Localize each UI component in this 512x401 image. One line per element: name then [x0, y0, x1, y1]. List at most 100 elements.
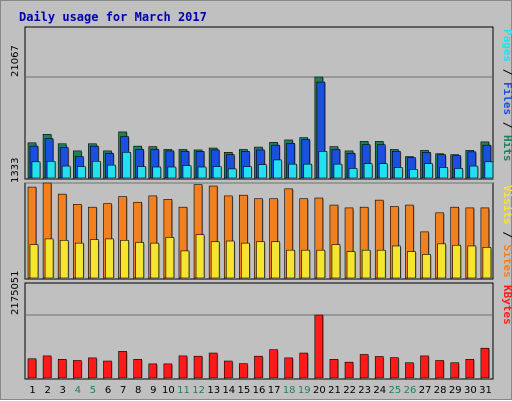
bar-sites-day-24 [376, 249, 386, 279]
bar-kbytes-day-26 [405, 362, 414, 379]
bar-kbytes-day-28 [435, 360, 444, 379]
legend-kbytes: KBytes [501, 285, 512, 325]
bar-kbytes-day-3 [57, 359, 67, 379]
bar-pages-day-7 [122, 152, 131, 179]
bar-pages-day-28 [439, 167, 448, 179]
panel-1-ymax-label: 21067 [10, 45, 21, 77]
bar-pages-day-23 [363, 163, 373, 179]
bar-kbytes-day-29 [450, 362, 460, 379]
legend-sites: Sites [501, 245, 512, 278]
bar-kbytes-day-18 [284, 357, 293, 379]
x-tick-day-20: 20 [313, 385, 326, 396]
bar-sites-day-22 [346, 251, 356, 279]
bar-kbytes-day-8 [133, 359, 142, 379]
bar-pages-day-19 [303, 163, 313, 179]
x-tick-day-7: 7 [120, 385, 126, 396]
panel-3-ymax-label: 2175051 [10, 270, 21, 315]
bar-sites-day-4 [74, 242, 84, 279]
bar-kbytes-day-6 [103, 360, 112, 379]
bar-sites-day-11 [180, 250, 190, 279]
bar-kbytes-day-30 [465, 359, 475, 379]
bar-sites-day-30 [467, 245, 477, 279]
x-tick-day-24: 24 [373, 385, 386, 396]
x-tick-day-9: 9 [150, 385, 156, 396]
bar-kbytes-day-19 [299, 352, 309, 379]
x-tick-day-27: 27 [419, 385, 432, 396]
bar-sites-day-20 [316, 249, 326, 279]
bar-sites-day-6 [105, 238, 114, 279]
bar-pages-day-4 [76, 166, 86, 179]
bar-kbytes-day-1 [27, 358, 37, 379]
bar-kbytes-day-24 [374, 356, 384, 379]
bar-pages-day-13 [212, 166, 222, 179]
bar-kbytes-day-27 [420, 355, 429, 379]
bar-sites-day-9 [150, 242, 160, 279]
bar-sites-day-27 [422, 254, 431, 279]
bar-kbytes-day-7 [118, 351, 127, 379]
x-tick-day-15: 15 [238, 385, 251, 396]
bar-kbytes-day-31 [480, 347, 490, 379]
x-tick-day-1: 1 [29, 385, 35, 396]
x-tick-day-19: 19 [298, 385, 311, 396]
x-tick-day-22: 22 [343, 385, 356, 396]
bar-pages-day-30 [469, 165, 479, 179]
bar-pages-day-27 [424, 163, 433, 179]
bar-sites-day-12 [195, 234, 205, 279]
bar-pages-day-6 [107, 164, 116, 179]
bar-kbytes-day-11 [178, 355, 188, 379]
bar-kbytes-day-4 [72, 360, 82, 379]
x-tick-day-4: 4 [75, 385, 81, 396]
bar-kbytes-day-5 [88, 357, 97, 379]
x-tick-day-12: 12 [192, 385, 205, 396]
x-tick-day-23: 23 [358, 385, 371, 396]
bar-pages-day-5 [92, 161, 101, 179]
bar-kbytes-day-25 [390, 357, 399, 379]
bar-pages-day-25 [394, 167, 403, 179]
bar-sites-day-28 [437, 243, 446, 279]
bar-sites-day-8 [135, 242, 144, 279]
bar-pages-day-17 [273, 159, 282, 179]
bar-kbytes-day-16 [254, 355, 263, 379]
bar-sites-day-17 [271, 241, 280, 279]
bar-pages-day-12 [197, 166, 207, 179]
bar-sites-day-2 [44, 238, 54, 279]
legend-visits: Visits [501, 185, 512, 225]
x-tick-day-16: 16 [253, 385, 266, 396]
bar-pages-day-15 [243, 166, 252, 179]
x-tick-day-29: 29 [449, 385, 462, 396]
chart-title: Daily usage for March 2017 [19, 10, 207, 24]
bar-sites-day-23 [361, 249, 371, 279]
panel-2-legend: Visits / Sites [501, 185, 512, 278]
bar-pages-day-1 [31, 161, 41, 179]
bar-sites-day-10 [165, 237, 175, 279]
panel-1-legend: Pages / Files / Hits [501, 29, 512, 162]
panel-2-ymax-label: 1333 [10, 158, 21, 183]
x-tick-day-13: 13 [207, 385, 220, 396]
x-tick-day-17: 17 [268, 385, 281, 396]
bar-sites-day-3 [59, 240, 69, 279]
bar-pages-day-24 [378, 163, 388, 179]
x-tick-day-25: 25 [389, 385, 402, 396]
bar-pages-day-2 [46, 161, 56, 179]
x-tick-day-28: 28 [434, 385, 447, 396]
bar-kbytes-day-10 [163, 363, 173, 379]
bar-kbytes-day-21 [329, 359, 339, 379]
bar-sites-day-21 [331, 244, 341, 279]
panel-3-legend: KBytes [501, 285, 512, 325]
bar-pages-day-14 [227, 168, 237, 179]
bar-kbytes-day-23 [359, 354, 369, 379]
bar-pages-day-26 [409, 169, 418, 179]
bar-sites-day-13 [210, 241, 220, 279]
x-tick-day-10: 10 [162, 385, 175, 396]
bar-sites-day-16 [256, 241, 265, 279]
bar-pages-day-9 [152, 166, 162, 179]
bar-pages-day-20 [318, 151, 328, 179]
bar-sites-day-25 [392, 245, 401, 279]
bar-pages-day-22 [348, 168, 358, 179]
bar-kbytes-day-22 [344, 361, 354, 379]
bar-sites-day-31 [482, 247, 492, 279]
bar-pages-day-3 [61, 165, 71, 179]
bar-kbytes-day-2 [42, 355, 52, 379]
bar-kbytes-day-15 [239, 363, 248, 379]
